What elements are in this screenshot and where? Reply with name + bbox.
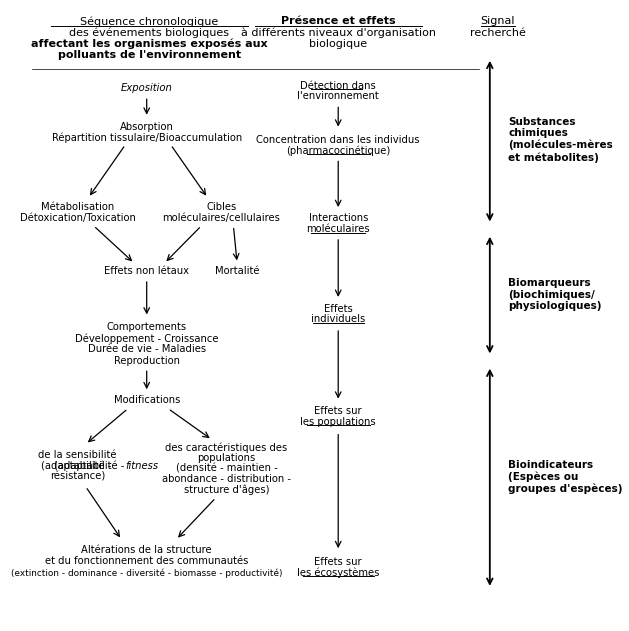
Text: Biomarqueurs
(biochimiques/
physiologiques): Biomarqueurs (biochimiques/ physiologiqu… <box>508 278 602 311</box>
Text: les populations: les populations <box>301 416 376 427</box>
Text: (densité - maintien -: (densité - maintien - <box>175 464 277 474</box>
Text: Développement - Croissance: Développement - Croissance <box>75 334 218 344</box>
Text: les écosystèmes: les écosystèmes <box>297 567 379 578</box>
Text: Métabolisation: Métabolisation <box>41 203 114 213</box>
Text: Reproduction: Reproduction <box>114 356 180 366</box>
Text: Détoxication/Toxication: Détoxication/Toxication <box>19 213 135 223</box>
Text: Répartition tissulaire/Bioaccumulation: Répartition tissulaire/Bioaccumulation <box>52 133 242 143</box>
Text: structure d'âges): structure d'âges) <box>184 485 269 495</box>
Text: populations: populations <box>198 453 255 463</box>
Text: Concentration dans les individus: Concentration dans les individus <box>257 134 420 144</box>
Text: recherché: recherché <box>470 28 526 38</box>
Text: Effets non létaux: Effets non létaux <box>104 266 189 276</box>
Text: fitness: fitness <box>125 461 159 471</box>
Text: à différents niveaux d'organisation: à différents niveaux d'organisation <box>241 28 436 38</box>
Text: affectant les organismes exposés aux: affectant les organismes exposés aux <box>31 39 268 49</box>
Text: Cibles: Cibles <box>206 203 237 213</box>
Text: Comportements: Comportements <box>107 322 187 333</box>
Text: abondance - distribution -: abondance - distribution - <box>162 475 291 485</box>
Text: Effets sur: Effets sur <box>314 557 362 567</box>
Text: Effets: Effets <box>324 304 353 314</box>
Text: (extinction - dominance - diversité - biomasse - productivité): (extinction - dominance - diversité - bi… <box>11 569 282 578</box>
Text: (adaptabilité -: (adaptabilité - <box>53 461 127 471</box>
Text: Mortalité: Mortalité <box>215 266 259 276</box>
Text: et du fonctionnement des communautés: et du fonctionnement des communautés <box>45 555 248 565</box>
Text: Effets sur: Effets sur <box>314 406 362 416</box>
Text: Exposition: Exposition <box>121 83 172 93</box>
Text: Signal: Signal <box>481 16 515 27</box>
Text: (adaptabilité -: (adaptabilité - <box>41 461 114 471</box>
Text: des événements biologiques: des événements biologiques <box>69 28 230 38</box>
Text: de la sensibilité: de la sensibilité <box>38 450 117 460</box>
Text: biologique: biologique <box>309 39 367 49</box>
Text: l'environnement: l'environnement <box>298 91 379 101</box>
Text: Substances
chimiques
(molécules-mères
et métabolites): Substances chimiques (molécules-mères et… <box>508 117 613 163</box>
Text: Durée de vie - Maladies: Durée de vie - Maladies <box>87 345 206 355</box>
Text: Présence et effets: Présence et effets <box>281 16 396 27</box>
Text: des caractéristiques des: des caractéristiques des <box>165 442 287 452</box>
Text: (pharmacocinétique): (pharmacocinétique) <box>286 145 391 155</box>
Text: polluants de l'environnement: polluants de l'environnement <box>58 50 241 61</box>
Text: Altérations de la structure: Altérations de la structure <box>81 545 212 555</box>
Text: moléculaires/cellulaires: moléculaires/cellulaires <box>162 213 280 223</box>
Text: Détection dans: Détection dans <box>300 81 376 91</box>
Text: Modifications: Modifications <box>113 395 180 405</box>
Text: Absorption: Absorption <box>120 122 174 132</box>
Text: résistance): résistance) <box>50 471 105 481</box>
Text: Bioindicateurs
(Espèces ou
groupes d'espèces): Bioindicateurs (Espèces ou groupes d'esp… <box>508 460 623 494</box>
Text: moléculaires: moléculaires <box>306 224 370 234</box>
Text: Interactions: Interactions <box>308 213 368 223</box>
Text: Séquence chronologique: Séquence chronologique <box>81 16 218 27</box>
Text: individuels: individuels <box>311 314 365 324</box>
